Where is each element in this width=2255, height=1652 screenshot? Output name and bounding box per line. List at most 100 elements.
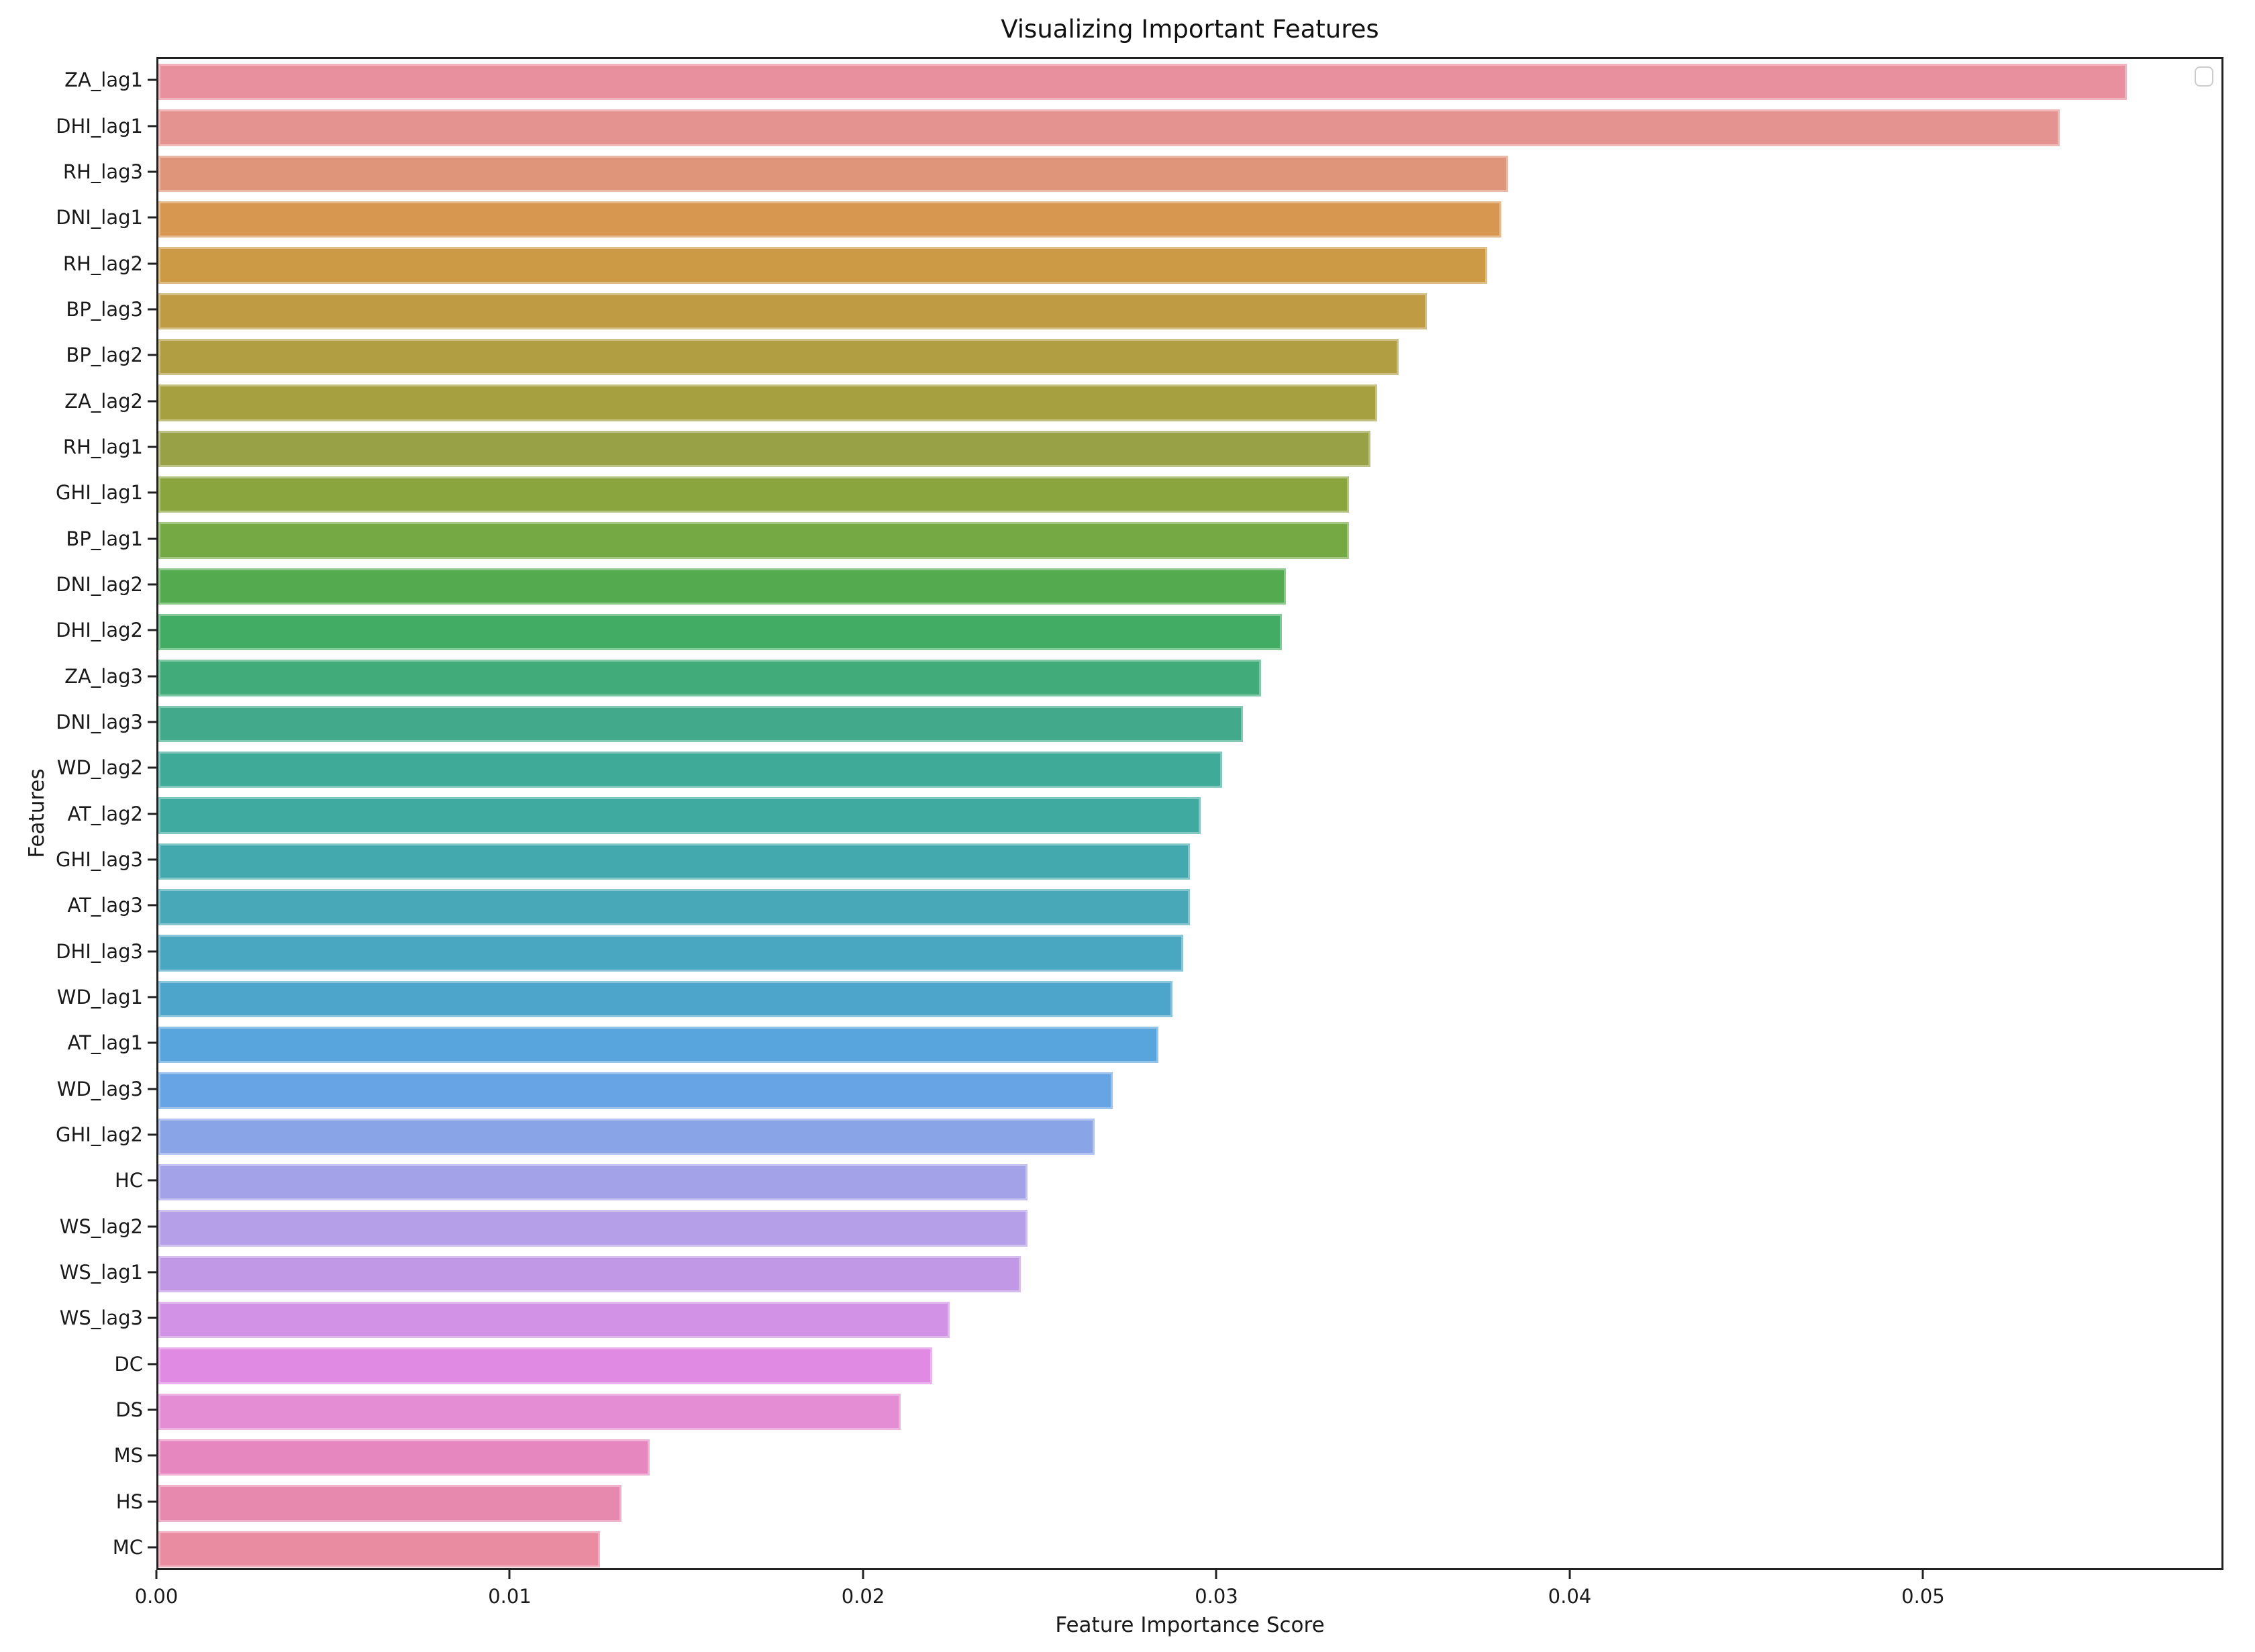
- y-tick-label-WD_lag3: WD_lag3: [56, 1077, 143, 1100]
- y-tick-mark-ZA_lag2: [148, 400, 156, 402]
- bar-WS_lag3: [158, 1301, 950, 1339]
- y-tick-label-DHI_lag1: DHI_lag1: [56, 114, 143, 138]
- y-tick-label-GHI_lag1: GHI_lag1: [55, 481, 143, 505]
- y-tick-mark-DS: [148, 1408, 156, 1411]
- y-tick-mark-AT_lag2: [148, 813, 156, 815]
- y-tick-label-HC: HC: [114, 1169, 143, 1192]
- y-tick-label-BP_lag2: BP_lag2: [66, 344, 143, 367]
- bar-MS: [158, 1439, 650, 1476]
- bar-RH_lag2: [158, 247, 1487, 284]
- bar-DHI_lag3: [158, 935, 1183, 972]
- y-tick-label-ZA_lag3: ZA_lag3: [64, 664, 143, 688]
- x-tick-label-0.03: 0.03: [1195, 1585, 1238, 1608]
- y-tick-label-WS_lag1: WS_lag1: [59, 1260, 143, 1284]
- x-tick-label-0.05: 0.05: [1901, 1585, 1945, 1608]
- y-tick-label-BP_lag3: BP_lag3: [66, 297, 143, 321]
- y-tick-mark-AT_lag3: [148, 904, 156, 907]
- x-tick-label-0.00: 0.00: [134, 1585, 179, 1608]
- y-tick-label-DNI_lag1: DNI_lag1: [56, 206, 143, 229]
- y-tick-mark-GHI_lag3: [148, 858, 156, 861]
- bar-DC: [158, 1347, 933, 1384]
- y-tick-mark-DC: [148, 1363, 156, 1365]
- y-tick-label-DS: DS: [115, 1398, 143, 1421]
- y-tick-mark-WS_lag3: [148, 1317, 156, 1319]
- y-tick-label-GHI_lag3: GHI_lag3: [55, 847, 143, 871]
- bar-DNI_lag3: [158, 705, 1244, 743]
- y-tick-label-DNI_lag2: DNI_lag2: [56, 572, 143, 596]
- y-tick-mark-RH_lag2: [148, 262, 156, 264]
- y-tick-label-ZA_lag1: ZA_lag1: [64, 68, 143, 92]
- y-tick-label-DHI_lag2: DHI_lag2: [56, 619, 143, 642]
- y-tick-mark-BP_lag2: [148, 354, 156, 356]
- y-tick-mark-GHI_lag1: [148, 491, 156, 494]
- y-tick-label-DNI_lag3: DNI_lag3: [56, 710, 143, 733]
- y-tick-label-WS_lag3: WS_lag3: [59, 1306, 143, 1330]
- y-tick-mark-DHI_lag1: [148, 125, 156, 127]
- y-tick-label-AT_lag2: AT_lag2: [67, 802, 144, 825]
- bar-BP_lag3: [158, 293, 1427, 330]
- y-tick-label-GHI_lag2: GHI_lag2: [55, 1123, 143, 1146]
- x-tick-label-0.04: 0.04: [1548, 1585, 1592, 1608]
- x-axis-label: Feature Importance Score: [1055, 1613, 1325, 1637]
- y-tick-label-ZA_lag2: ZA_lag2: [64, 389, 143, 413]
- x-tick-mark-0.00: [155, 1570, 158, 1579]
- bar-AT_lag2: [158, 797, 1201, 834]
- bar-MC: [158, 1531, 601, 1568]
- y-tick-mark-AT_lag1: [148, 1041, 156, 1044]
- y-tick-label-AT_lag1: AT_lag1: [67, 1031, 144, 1055]
- bar-WS_lag2: [158, 1210, 1028, 1247]
- bar-GHI_lag1: [158, 476, 1350, 513]
- y-tick-mark-DNI_lag2: [148, 583, 156, 586]
- bar-HC: [158, 1164, 1028, 1201]
- y-tick-label-MS: MS: [113, 1444, 143, 1467]
- bar-ZA_lag1: [158, 63, 2127, 101]
- bar-BP_lag2: [158, 338, 1399, 376]
- y-tick-mark-HS: [148, 1500, 156, 1502]
- bar-WS_lag1: [158, 1255, 1021, 1293]
- bar-DHI_lag1: [158, 109, 2060, 146]
- y-tick-label-AT_lag3: AT_lag3: [67, 894, 144, 917]
- bar-ZA_lag2: [158, 384, 1378, 421]
- plot-area: [156, 57, 2223, 1570]
- y-tick-label-MC: MC: [112, 1535, 143, 1559]
- bar-GHI_lag2: [158, 1118, 1095, 1155]
- y-tick-mark-DNI_lag3: [148, 721, 156, 723]
- bar-WD_lag3: [158, 1072, 1113, 1109]
- x-tick-label-0.02: 0.02: [841, 1585, 885, 1608]
- x-tick-mark-0.01: [508, 1570, 511, 1579]
- bar-GHI_lag3: [158, 843, 1191, 880]
- bar-WD_lag1: [158, 980, 1173, 1018]
- bar-DHI_lag2: [158, 613, 1283, 651]
- chart-title: Visualizing Important Features: [1001, 15, 1379, 44]
- y-tick-label-BP_lag1: BP_lag1: [66, 527, 143, 550]
- y-tick-mark-ZA_lag3: [148, 675, 156, 677]
- y-tick-mark-ZA_lag1: [148, 79, 156, 81]
- y-tick-label-WS_lag2: WS_lag2: [59, 1215, 143, 1238]
- y-tick-label-WD_lag2: WD_lag2: [56, 756, 143, 780]
- y-tick-mark-RH_lag1: [148, 446, 156, 448]
- bar-BP_lag1: [158, 522, 1350, 559]
- y-tick-mark-WS_lag2: [148, 1225, 156, 1227]
- y-tick-label-DHI_lag3: DHI_lag3: [56, 939, 143, 963]
- y-tick-label-RH_lag3: RH_lag3: [62, 160, 143, 183]
- y-tick-mark-BP_lag3: [148, 308, 156, 311]
- x-tick-mark-0.03: [1215, 1570, 1217, 1579]
- x-tick-label-0.01: 0.01: [488, 1585, 532, 1608]
- y-tick-mark-BP_lag1: [148, 537, 156, 539]
- y-tick-label-DC: DC: [114, 1352, 143, 1376]
- y-tick-label-HS: HS: [115, 1490, 143, 1513]
- y-tick-mark-MS: [148, 1454, 156, 1457]
- y-tick-mark-GHI_lag2: [148, 1133, 156, 1136]
- y-axis-label: Features: [25, 768, 49, 858]
- y-tick-label-RH_lag2: RH_lag2: [62, 252, 143, 275]
- y-tick-mark-DHI_lag2: [148, 629, 156, 631]
- bar-RH_lag3: [158, 155, 1509, 193]
- legend-box: [2195, 66, 2213, 87]
- y-tick-label-RH_lag1: RH_lag1: [62, 435, 143, 458]
- bar-AT_lag3: [158, 888, 1191, 926]
- bar-WD_lag2: [158, 751, 1222, 788]
- y-tick-mark-HC: [148, 1179, 156, 1182]
- x-tick-mark-0.05: [1921, 1570, 1924, 1579]
- y-tick-mark-WD_lag2: [148, 766, 156, 769]
